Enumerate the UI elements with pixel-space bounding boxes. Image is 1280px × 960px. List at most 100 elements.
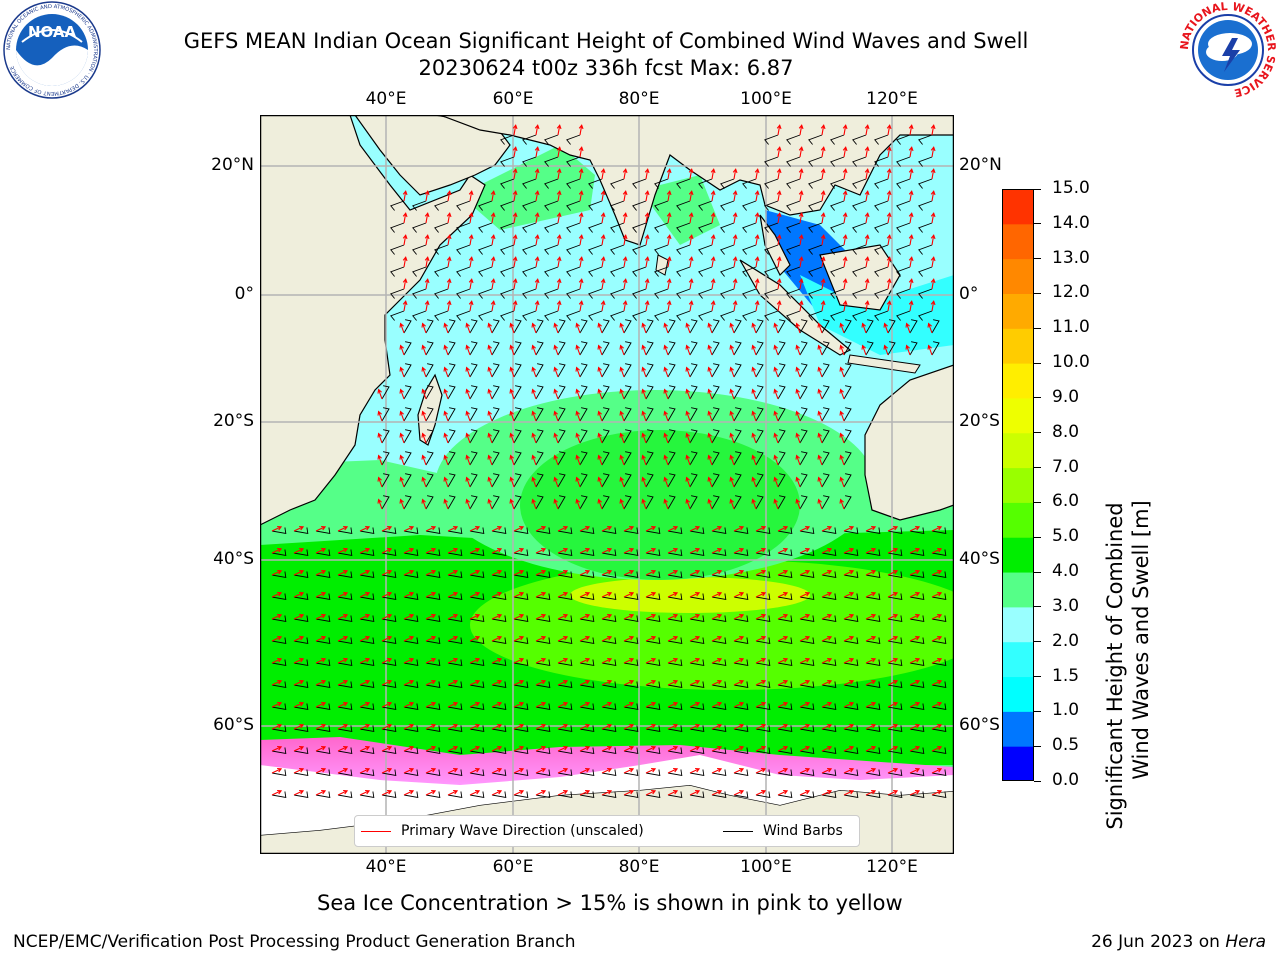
wave-direction-arrow: [711, 613, 723, 620]
wind-barb: [456, 200, 471, 211]
wind-barb: [566, 222, 581, 233]
wind-barb: [535, 407, 544, 422]
wave-direction-arrow: [931, 525, 943, 532]
wave-direction-arrow: [688, 234, 694, 246]
wave-direction-arrow: [535, 767, 547, 774]
wave-direction-arrow: [359, 547, 371, 554]
wind-barb: [623, 527, 639, 534]
wind-barb: [566, 134, 581, 145]
wave-direction-arrow: [487, 410, 493, 422]
wave-direction-arrow: [553, 388, 559, 400]
colorbar-tick-mark: [1034, 641, 1041, 643]
wave-direction-arrow: [843, 679, 855, 686]
wave-direction-arrow: [597, 344, 603, 356]
wind-barb: [896, 156, 911, 167]
wave-direction-arrow: [469, 569, 481, 576]
wave-direction-arrow: [619, 476, 625, 488]
wave-direction-arrow: [601, 591, 613, 598]
wave-direction-arrow: [601, 657, 613, 664]
wind-barb: [623, 703, 639, 710]
wind-barb: [777, 747, 793, 754]
wave-direction-arrow: [534, 190, 540, 202]
wave-direction-arrow: [711, 525, 723, 532]
wind-barb: [491, 549, 507, 556]
wave-direction-arrow: [751, 344, 757, 356]
wave-direction-arrow: [732, 256, 738, 268]
wind-barb: [733, 429, 742, 444]
wave-direction-arrow: [597, 454, 603, 466]
wave-direction-arrow: [908, 190, 914, 202]
wave-direction-arrow: [534, 278, 540, 290]
wind-barb: [821, 495, 830, 510]
wind-barb: [447, 549, 463, 556]
wave-direction-arrow: [491, 547, 503, 554]
wave-direction-arrow: [641, 388, 647, 400]
wave-direction-arrow: [491, 679, 503, 686]
wind-barb: [579, 769, 595, 776]
wind-barb: [390, 288, 405, 299]
wave-direction-arrow: [685, 498, 691, 510]
wind-barb: [645, 747, 661, 754]
wind-barb: [293, 725, 309, 732]
wave-direction-arrow: [776, 212, 782, 224]
colorbar-segment: [1002, 641, 1034, 678]
wind-barb: [381, 593, 397, 600]
wave-direction-arrow: [820, 256, 826, 268]
wave-direction-arrow: [641, 432, 647, 444]
wave-direction-arrow: [579, 525, 591, 532]
wind-barb: [623, 319, 632, 334]
wave-direction-arrow: [513, 569, 525, 576]
wind-barb: [733, 747, 749, 754]
chart-title: GEFS MEAN Indian Ocean Significant Heigh…: [183, 29, 1029, 53]
wave-direction-arrow: [689, 547, 701, 554]
wave-direction-arrow: [337, 679, 349, 686]
wind-barb: [645, 495, 654, 510]
wind-barb: [755, 495, 764, 510]
colorbar-tick-mark: [1034, 397, 1041, 399]
map-frame: [260, 115, 954, 854]
wave-direction-arrow: [755, 569, 767, 576]
wind-barb: [865, 549, 881, 556]
wind-barb: [315, 747, 331, 754]
wave-direction-arrow: [578, 256, 584, 268]
wind-barb: [491, 407, 500, 422]
wind-barb: [852, 222, 867, 233]
colorbar-tick-label: 10.0: [1052, 352, 1090, 373]
wind-barb: [843, 681, 859, 688]
wave-direction-arrow: [377, 498, 383, 510]
wave-direction-arrow: [773, 498, 779, 510]
wind-barb: [852, 244, 867, 255]
wave-direction-arrow: [795, 454, 801, 466]
wave-direction-arrow: [644, 190, 650, 202]
wave-direction-arrow: [553, 344, 559, 356]
wind-barb: [610, 266, 625, 277]
wind-barb: [579, 385, 588, 400]
wave-direction-arrow: [535, 591, 547, 598]
wave-direction-arrow: [908, 124, 914, 136]
wind-barb: [698, 222, 713, 233]
wind-barb: [918, 266, 933, 277]
wave-direction-arrow: [733, 547, 745, 554]
wave-direction-arrow: [293, 547, 305, 554]
wave-direction-arrow: [799, 789, 811, 796]
wind-barb: [447, 659, 463, 666]
wave-direction-arrow: [402, 212, 408, 224]
wave-direction-arrow: [623, 569, 635, 576]
wind-barb: [711, 571, 727, 578]
wind-barb: [315, 527, 331, 534]
wave-direction-arrow: [271, 789, 283, 796]
wave-direction-arrow: [645, 525, 657, 532]
wave-direction-arrow: [931, 657, 943, 664]
wind-barb: [821, 363, 830, 378]
wind-barb: [821, 593, 837, 600]
wind-barb: [711, 703, 727, 710]
wind-barb: [500, 288, 515, 299]
wave-direction-arrow: [469, 547, 481, 554]
wind-barb: [579, 341, 588, 356]
colorbar: [1002, 189, 1034, 781]
wind-barb: [799, 681, 815, 688]
wind-barb: [469, 363, 478, 378]
lon-label-bottom: 40°E: [365, 857, 407, 877]
lat-label-right: 40°S: [959, 549, 1000, 569]
wave-direction-arrow: [839, 322, 845, 334]
